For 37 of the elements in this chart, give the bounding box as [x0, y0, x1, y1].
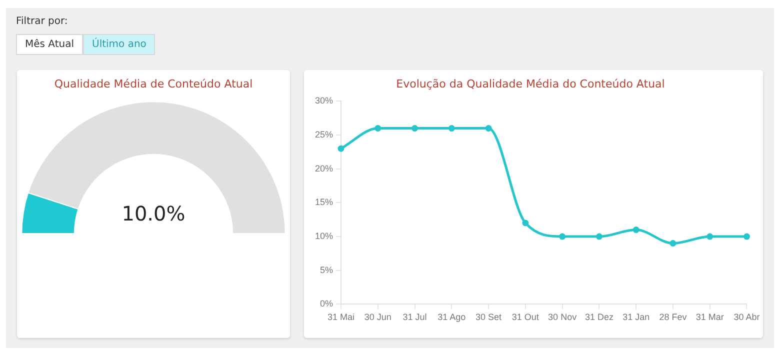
- x-tick-label: 28 Fev: [659, 312, 688, 322]
- y-tick-label: 20%: [315, 163, 334, 174]
- point: [559, 233, 566, 240]
- y-tick-label: 15%: [315, 197, 334, 208]
- x-tick-label: 30 Nov: [548, 312, 578, 322]
- text: 10.0%: [122, 202, 186, 226]
- point: [338, 145, 344, 152]
- x-tick-label: 31 Mai: [328, 312, 355, 322]
- chart-title: Evolução da Qualidade Média do Conteúdo Atual: [396, 77, 665, 90]
- x-tick-label: 30 Abr: [734, 312, 760, 322]
- x-tick-label: 31 Jan: [622, 312, 650, 322]
- point: [596, 233, 602, 240]
- y-tick-label: 10%: [315, 231, 334, 242]
- y-tick-label: 30%: [315, 96, 334, 106]
- point: [522, 220, 529, 226]
- point: [670, 240, 676, 247]
- point: [374, 125, 382, 132]
- y-tick-label: 25%: [315, 130, 334, 140]
- x-tick-label: 31 Dez: [584, 312, 614, 322]
- text: Último ano: [83, 34, 156, 55]
- point: [412, 125, 418, 132]
- text: Mês Atual: [16, 34, 83, 55]
- point: [448, 125, 455, 132]
- y-tick-label: 0%: [320, 298, 334, 309]
- text: Filtrar por:: [16, 16, 69, 27]
- point: [743, 233, 750, 240]
- x-tick-label: 30 Set: [476, 312, 502, 322]
- x-tick-label: 31 Ago: [438, 312, 466, 322]
- y-tick-label: 5%: [320, 264, 334, 275]
- point: [706, 233, 714, 240]
- point: [485, 125, 492, 132]
- x-tick-label: 31 Out: [512, 312, 540, 322]
- x-tick-label: 31 Mar: [696, 312, 724, 322]
- x-tick-label: 31 Jul: [402, 312, 427, 322]
- chart-title: Qualidade Média de Conteúdo Atual: [54, 77, 253, 90]
- x-tick-label: 30 Jun: [364, 312, 392, 322]
- point: [632, 226, 640, 234]
